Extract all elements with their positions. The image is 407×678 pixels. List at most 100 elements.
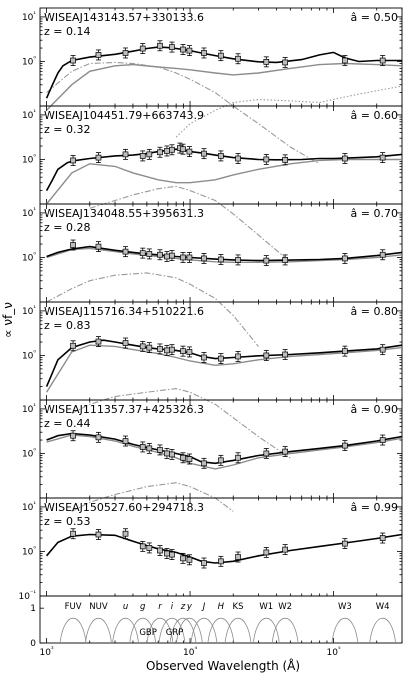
photometry-point	[157, 447, 163, 453]
filter-label: KS	[233, 602, 244, 612]
y-tick-label: 10⁰	[22, 348, 36, 361]
component-dashdot-line	[71, 388, 291, 459]
filter-label: r	[158, 602, 162, 612]
photometry-point	[157, 346, 163, 352]
photometry-point	[169, 451, 175, 458]
panel-parameter-label: â = 0.80	[351, 305, 398, 318]
photometry-point	[157, 547, 163, 554]
photometry-point	[218, 52, 224, 59]
photometry-point	[122, 50, 129, 56]
photometry-point	[201, 460, 207, 467]
filter-panel: 0 1 FUV NUV u g r i z y J H KS W1 W2 W3 W4 GBP GRP	[30, 595, 403, 649]
photometry-point	[235, 554, 241, 560]
filter-y-tick-label: 1	[30, 604, 36, 614]
photometry-point	[342, 255, 348, 262]
filter-label: H	[218, 602, 225, 612]
photometry-point	[95, 434, 102, 441]
photometry-point	[379, 535, 386, 541]
y-tick-label: 10⁰	[22, 152, 36, 165]
filter-curve	[176, 617, 203, 644]
photometry-point	[169, 146, 175, 153]
photometry-point	[235, 353, 241, 360]
photometry-point	[169, 551, 175, 558]
filter-label: W2	[278, 602, 292, 612]
y-tick-label: 10⁻¹	[19, 589, 37, 602]
y-tick-label: 10⁰	[22, 54, 36, 67]
panel-parameter-label: â = 0.70	[351, 207, 398, 220]
photometry-point	[218, 153, 224, 159]
photometry-point	[122, 248, 129, 255]
photometry-point	[218, 558, 224, 565]
filter-y-tick-label: 0	[30, 639, 36, 649]
panel-redshift-label: z = 0.53	[44, 515, 90, 528]
panel-object-name: WISEAJ111357.37+425326.3	[44, 403, 204, 416]
filter-label: NUV	[89, 602, 108, 612]
photometry-point	[235, 257, 241, 263]
photometry-point	[201, 50, 207, 56]
photometry-point	[146, 545, 153, 551]
photometry-point	[157, 149, 163, 156]
filter-curve	[59, 617, 87, 644]
x-tick-label: 10³	[40, 645, 54, 658]
photometry-point	[201, 150, 207, 157]
filter-label: g	[140, 602, 146, 612]
x-axis-label: Observed Wavelength (Å)	[146, 658, 300, 673]
filter-label: W1	[259, 602, 273, 612]
y-tick-label: 10¹	[22, 108, 36, 121]
photometry-point	[139, 343, 146, 350]
filter-label: W4	[376, 602, 390, 612]
photometry-point	[164, 148, 170, 154]
photometry-point	[218, 256, 224, 263]
x-tick-label: 10⁴	[183, 645, 197, 658]
photometry-point	[379, 251, 386, 258]
photometry-point	[146, 251, 153, 257]
sed-panel: 10⁰ 10¹ WISEAJ111357.37+425326.3z = 0.44 â …	[22, 399, 403, 512]
photometry-point	[218, 355, 224, 362]
filter-panel-frame	[39, 595, 403, 644]
panel-parameter-label: â = 0.99	[351, 501, 398, 514]
filter-curve	[169, 617, 197, 644]
panel-parameter-label: â = 0.50	[351, 11, 398, 24]
photometry-point	[70, 157, 76, 164]
photometry-point	[342, 540, 348, 547]
y-tick-label: 10⁰	[22, 250, 36, 263]
photometry-point	[379, 346, 386, 353]
component-dashdot-line	[46, 61, 320, 165]
photometry-point	[169, 346, 175, 353]
filter-label: FUV	[65, 602, 82, 612]
filter-curve	[224, 617, 252, 644]
photometry-point	[342, 155, 348, 162]
filter-curve	[129, 617, 157, 644]
photometry-point	[95, 52, 102, 58]
sed-panel: 10⁰ 10¹ WISEAJ134048.55+395631.3z = 0.28 â …	[22, 203, 403, 347]
panel-redshift-label: z = 0.44	[44, 417, 90, 430]
component-grey-line	[46, 344, 403, 393]
component-dashdot-line	[89, 185, 291, 263]
photometry-point	[201, 560, 207, 566]
photometry-point	[70, 342, 76, 349]
photometry-point	[146, 344, 153, 351]
photometry-point	[122, 530, 129, 537]
filter-curve	[158, 617, 186, 644]
panel-object-name: WISEAJ150527.60+294718.3	[44, 501, 204, 514]
photometry-point	[282, 351, 288, 358]
photometry-point	[70, 57, 76, 64]
photometry-point	[164, 347, 170, 354]
component-grey-line	[46, 62, 403, 111]
photometry-point	[122, 340, 129, 346]
panel-object-name: WISEAJ134048.55+395631.3	[44, 207, 204, 220]
photometry-point	[180, 348, 186, 354]
photometry-point	[146, 445, 153, 452]
photometry-point	[139, 543, 146, 550]
photometry-point	[169, 44, 175, 50]
photometry-point	[379, 57, 386, 64]
photometry-point	[95, 531, 102, 538]
photometry-point	[235, 155, 241, 162]
photometry-point	[146, 151, 153, 158]
photometry-point	[157, 251, 163, 258]
photometry-point	[157, 42, 163, 49]
photometry-point	[282, 156, 288, 163]
photometry-point	[186, 47, 193, 54]
photometry-point	[169, 252, 175, 259]
